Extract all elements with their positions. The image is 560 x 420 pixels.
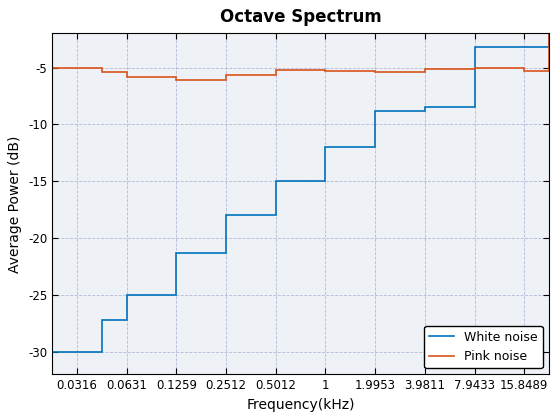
- X-axis label: Frequency(kHz): Frequency(kHz): [246, 398, 355, 412]
- Legend: White noise, Pink noise: White noise, Pink noise: [424, 326, 543, 368]
- Y-axis label: Average Power (dB): Average Power (dB): [8, 135, 22, 273]
- Title: Octave Spectrum: Octave Spectrum: [220, 8, 381, 26]
